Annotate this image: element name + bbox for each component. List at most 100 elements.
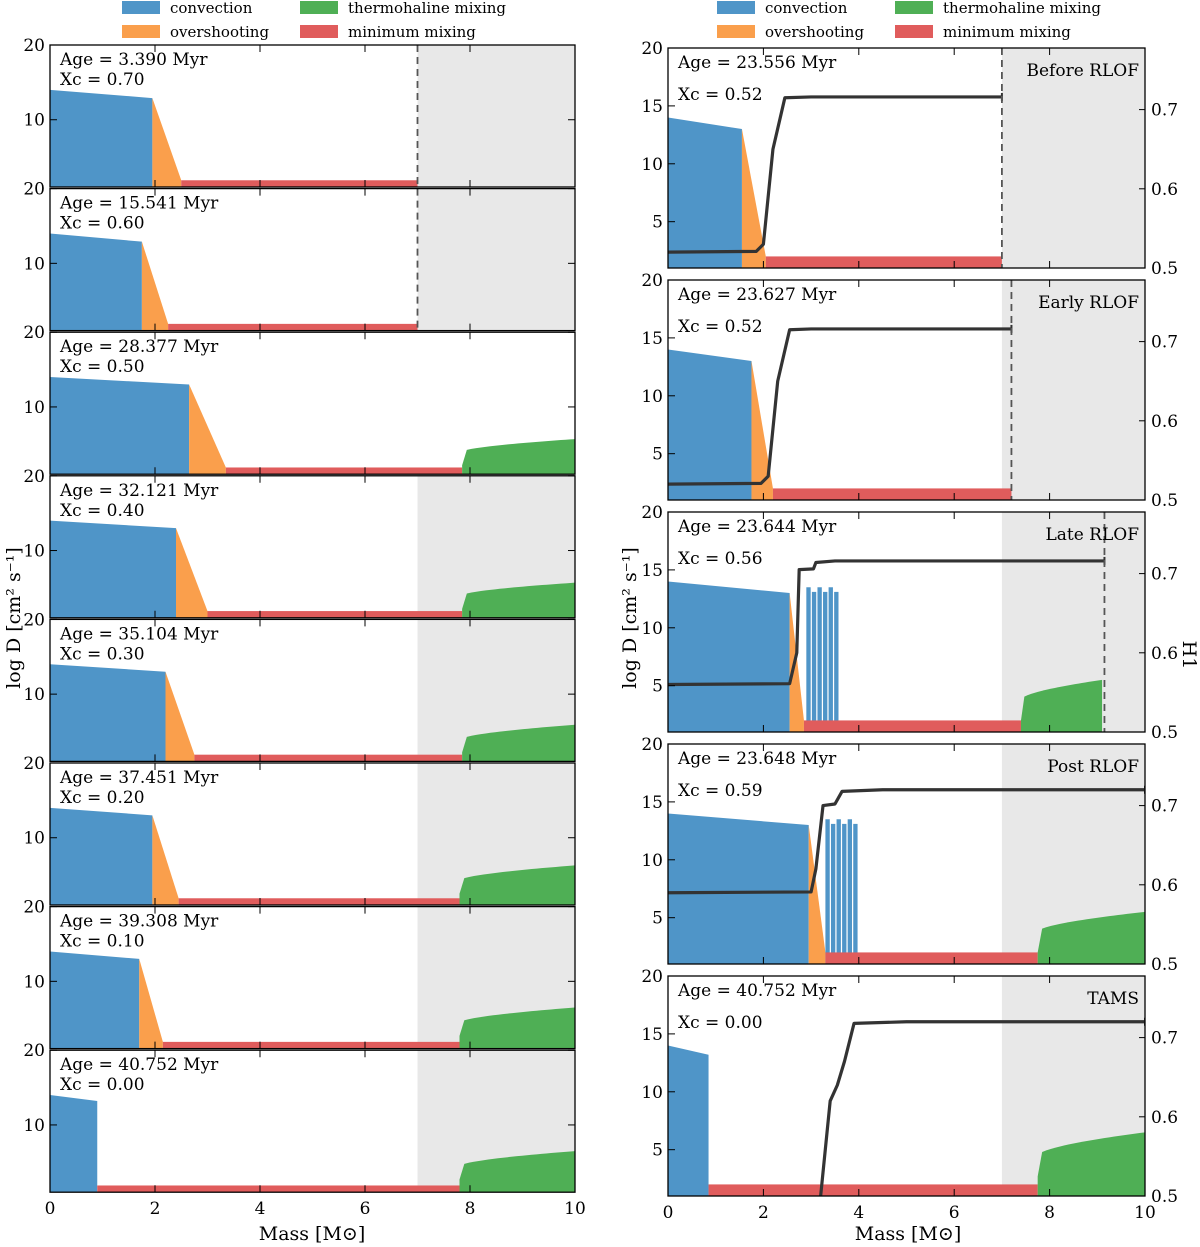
y-tick-label: 5 (652, 909, 663, 929)
convection-region (50, 233, 142, 331)
convection-region (668, 581, 790, 732)
xc-annotation: Xc = 0.00 (678, 1013, 763, 1033)
age-annotation: Age = 23.648 Myr (677, 749, 837, 769)
overshooting-region (141, 241, 169, 331)
legend-swatch (300, 25, 338, 38)
y-tick-label: 20 (641, 735, 663, 755)
convection-region (50, 664, 166, 762)
panel-plot-area (668, 48, 1145, 268)
convection-shell (817, 587, 822, 732)
minimum-mixing-region (168, 323, 418, 331)
y-tick-label: 10 (23, 685, 45, 705)
panel-frame (49, 475, 576, 619)
y-tick-label: 10 (641, 155, 663, 175)
right-panel-2: 0.5 0.6 0.7 5 10 15 20 Age = 23.627 Myr Xc = 0.5… (641, 271, 1178, 511)
convection-shell (836, 819, 841, 964)
y2-tick-label: 0.6 (1151, 1108, 1178, 1128)
stage-annotation: TAMS (1087, 989, 1139, 1009)
legend-left: convection overshooting thermohaline mixin… (122, 0, 506, 41)
y-tick-label: 20 (641, 503, 663, 523)
thermohaline-region (1037, 911, 1145, 964)
age-annotation: Age = 39.308 Myr (59, 912, 219, 932)
age-annotation: Age = 3.390 Myr (59, 50, 208, 70)
x-axis-label-left: Mass [M⊙] (259, 1223, 366, 1245)
panel-plot-area (50, 45, 575, 187)
stage-annotation: Late RLOF (1045, 525, 1139, 545)
legend-label: minimum mixing (943, 23, 1071, 41)
x-tick-label: 0 (663, 1203, 674, 1223)
minimum-mixing-region (194, 754, 463, 762)
convection-region (50, 89, 153, 187)
y-tick-label: 10 (23, 829, 45, 849)
shaded-region (417, 188, 575, 331)
convection-region (668, 813, 809, 964)
overshooting-region (152, 98, 182, 187)
y-tick-label: 10 (23, 542, 45, 562)
panel-frame (49, 905, 576, 1050)
y-tick-label: 10 (23, 1116, 45, 1136)
thermohaline-region (462, 439, 575, 475)
y2-tick-label: 0.7 (1151, 101, 1178, 121)
thermohaline-region (459, 1007, 575, 1049)
y-tick-label: 15 (641, 329, 663, 349)
minimum-mixing-region (225, 467, 463, 475)
y2-tick-label: 0.7 (1151, 797, 1178, 817)
y-tick-label: 10 (641, 619, 663, 639)
convection-region (668, 117, 742, 268)
legend-right: convection overshooting thermohaline mixin… (717, 0, 1101, 41)
panel-frame (667, 743, 1146, 965)
y2-tick-label: 0.5 (1151, 491, 1178, 511)
panel-frame (49, 331, 576, 475)
panel-plot-area (50, 619, 575, 762)
panel-plot-area (50, 377, 575, 475)
panel-plot-area (50, 188, 575, 331)
overshooting-region (789, 593, 804, 732)
legend-label: convection (170, 0, 253, 17)
thermohaline-region (1020, 679, 1103, 732)
minimum-mixing-region (181, 180, 418, 187)
xc-annotation: Xc = 0.60 (60, 214, 145, 234)
overshooting-region (152, 815, 179, 905)
overshooting-region (808, 825, 826, 964)
minimum-mixing-region (207, 611, 463, 618)
y-axis-label-right: log D [cm² s⁻¹] (619, 547, 641, 689)
x-tick-label: 2 (150, 1199, 161, 1219)
convection-region (50, 951, 140, 1049)
legend-swatch (122, 25, 160, 38)
shaded-region (1001, 280, 1145, 500)
right-panel-4: 0.5 0.6 0.7 5 10 15 20 Age = 23.648 Myr Xc = 0.5… (641, 735, 1178, 975)
convection-shell (806, 587, 811, 732)
xc-annotation: Xc = 0.30 (60, 644, 145, 664)
h1-profile-line (668, 788, 1145, 895)
age-annotation: Age = 23.627 Myr (677, 285, 837, 305)
y2-tick-label: 0.6 (1151, 180, 1178, 200)
y-tick-label: 10 (23, 254, 45, 274)
convection-shell (828, 587, 833, 732)
x-tick-label: 0 (45, 1199, 56, 1219)
legend-swatch (717, 25, 755, 38)
panel-frame (49, 762, 576, 906)
y2-tick-label: 0.5 (1151, 955, 1178, 975)
x-tick-label: 8 (465, 1199, 476, 1219)
y2-tick-label: 0.6 (1151, 876, 1178, 896)
panel-plot-area (668, 512, 1145, 732)
y-tick-label: 20 (23, 1041, 45, 1061)
convection-region (50, 520, 176, 618)
legend-label: overshooting (765, 23, 864, 41)
overshooting-region (189, 384, 226, 475)
xc-annotation: Xc = 0.56 (678, 549, 763, 569)
panel-frame (667, 279, 1146, 501)
right-panel-3: 0.5 0.6 0.7 5 10 15 20 Age = 23.644 Myr Xc = 0.5… (641, 503, 1178, 743)
thermohaline-region (1037, 1132, 1145, 1196)
y2-tick-label: 0.6 (1151, 412, 1178, 432)
convection-shell (847, 819, 853, 964)
legend-swatch (895, 25, 933, 38)
legend-label: thermohaline mixing (348, 0, 506, 17)
thermohaline-region (459, 1151, 575, 1193)
thermohaline-region (459, 865, 575, 905)
